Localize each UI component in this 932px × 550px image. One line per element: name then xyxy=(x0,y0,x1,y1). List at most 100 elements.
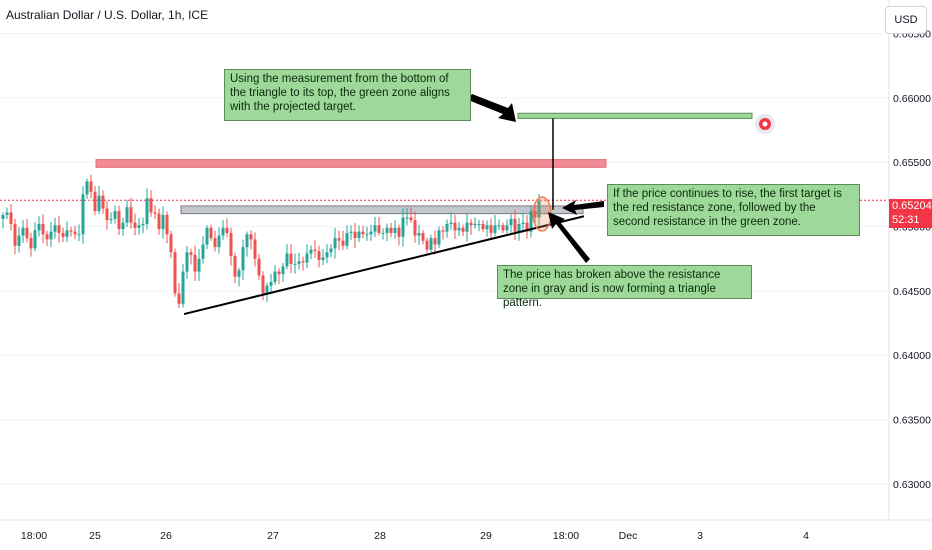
green-target-zone xyxy=(517,112,753,119)
candle-body xyxy=(337,238,341,241)
candle-body xyxy=(473,223,477,226)
candle-body xyxy=(225,227,229,233)
price-tick-label: 0.63000 xyxy=(893,479,931,491)
candle-body xyxy=(137,225,141,228)
candle-body xyxy=(109,218,113,221)
time-tick-label: 29 xyxy=(480,530,492,542)
symbol-title[interactable]: Australian Dollar / U.S. Dollar, 1h, ICE xyxy=(6,8,209,22)
candle-body xyxy=(285,253,289,267)
candle-body xyxy=(341,240,345,246)
candle-body xyxy=(253,239,257,259)
candle-body xyxy=(21,227,25,236)
candle-body xyxy=(209,227,213,239)
candle-body xyxy=(53,225,57,232)
candle-body xyxy=(65,230,69,237)
candle-body xyxy=(149,198,153,213)
candle-body xyxy=(373,225,377,232)
candle-body xyxy=(417,232,421,236)
candle-body xyxy=(317,250,321,260)
candle-body xyxy=(293,263,297,265)
candle-body xyxy=(217,235,221,248)
candle-body xyxy=(361,231,365,235)
candle-body xyxy=(329,248,333,253)
candle-body xyxy=(249,234,253,240)
time-tick-label: 18:00 xyxy=(553,530,579,542)
time-axis[interactable]: 18:00 25 26 27 28 29 18:00 Dec 3 4 xyxy=(21,530,809,542)
candle-body xyxy=(129,207,133,223)
candle-body xyxy=(365,234,369,236)
candle-body xyxy=(481,223,485,230)
candle-body xyxy=(261,275,265,294)
candle-body xyxy=(153,212,157,214)
candle-body xyxy=(525,222,529,232)
candle-body xyxy=(17,235,21,246)
candle-body xyxy=(357,231,361,239)
candle-body xyxy=(449,222,453,224)
candle-body xyxy=(85,181,89,195)
candle-body xyxy=(185,252,189,272)
candle-body xyxy=(41,223,45,235)
candle-body xyxy=(461,227,465,232)
red-resistance-zone xyxy=(95,159,607,168)
candle-body xyxy=(425,240,429,250)
candles xyxy=(1,174,541,309)
candle-body xyxy=(421,232,425,241)
candle-body xyxy=(33,230,37,249)
candle-body xyxy=(241,247,245,271)
time-tick-label: Dec xyxy=(619,530,638,542)
time-tick-label: 3 xyxy=(697,530,703,542)
candle-body xyxy=(465,222,469,232)
candle-body xyxy=(237,270,241,277)
candle-body xyxy=(409,217,413,221)
candle-body xyxy=(381,232,385,234)
candle-body xyxy=(501,225,505,231)
candle-body xyxy=(169,234,173,253)
candle-body xyxy=(173,252,177,294)
currency-selector[interactable]: USD xyxy=(885,6,927,34)
candle-body xyxy=(37,223,41,231)
candle-body xyxy=(505,225,509,231)
candle-body xyxy=(321,257,325,260)
time-tick-label: 28 xyxy=(374,530,386,542)
current-price-tag: 0.65204 xyxy=(889,199,932,214)
candle-body xyxy=(521,222,525,224)
candle-body xyxy=(429,238,433,250)
candle-body xyxy=(89,181,93,192)
candle-body xyxy=(125,207,129,223)
candle-body xyxy=(69,230,73,232)
ascending-trendline xyxy=(183,215,585,316)
candle-body xyxy=(49,231,53,240)
arrow-to-green-zone xyxy=(468,94,516,122)
candle-body xyxy=(433,238,437,245)
candle-body xyxy=(97,195,101,212)
candle-body xyxy=(233,256,237,277)
candle-body xyxy=(445,223,449,232)
price-axis[interactable]: 0.665000.660000.655000.650000.645000.640… xyxy=(893,28,931,490)
candle-body xyxy=(345,232,349,246)
candle-body xyxy=(393,227,397,233)
time-tick-label: 25 xyxy=(89,530,101,542)
candle-body xyxy=(13,223,17,246)
candle-body xyxy=(489,225,493,233)
candle-body xyxy=(213,238,217,248)
candle-body xyxy=(57,225,61,233)
candle-body xyxy=(333,238,337,249)
candle-body xyxy=(161,214,165,230)
candle-body xyxy=(301,261,305,263)
candle-body xyxy=(309,249,313,254)
candle-body xyxy=(141,223,145,226)
candle-body xyxy=(29,238,33,249)
note-right-annotation: If the price continues to rise, the firs… xyxy=(607,184,860,236)
candle-body xyxy=(81,194,85,235)
candle-body xyxy=(93,191,97,212)
zones xyxy=(95,112,753,215)
candle-body xyxy=(281,266,285,275)
drawings xyxy=(183,94,775,316)
candle-body xyxy=(349,231,353,233)
candle-body xyxy=(145,198,149,224)
candle-body xyxy=(265,285,269,294)
candle-body xyxy=(509,218,513,226)
candle-body xyxy=(269,281,273,286)
candle-body xyxy=(73,231,77,235)
